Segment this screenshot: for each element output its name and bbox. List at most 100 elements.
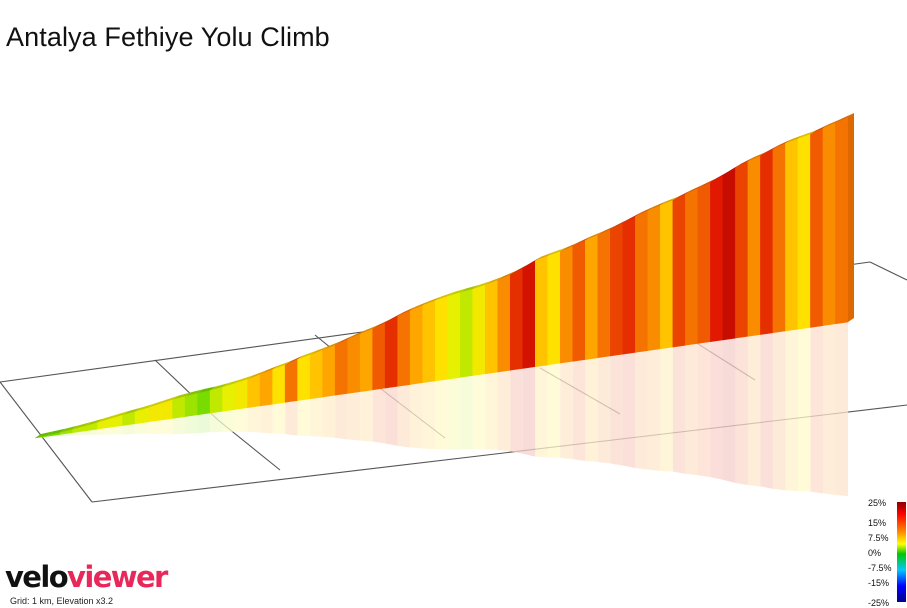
reflection-segment — [522, 366, 536, 457]
reflection-segment — [335, 393, 348, 440]
top-edge-segment — [772, 139, 792, 150]
top-edge-segment — [310, 346, 329, 355]
top-edge-segment — [472, 280, 492, 289]
reflection-segment — [347, 391, 361, 441]
profile-segment — [422, 300, 436, 384]
top-edge-segment — [297, 350, 317, 360]
reflection-segment — [160, 418, 173, 435]
reflection-segment — [822, 323, 836, 495]
reflection-segment — [535, 364, 548, 458]
reflection-segment — [660, 346, 673, 472]
top-edge-segment — [497, 270, 517, 281]
veloviewer-logo: veloviewer — [5, 560, 168, 594]
profile-segment — [697, 181, 711, 344]
profile-segment — [222, 382, 236, 412]
reflection-segment — [685, 343, 698, 476]
reflection-segment — [747, 334, 761, 487]
top-edge-segment — [835, 113, 854, 123]
top-edge-segment — [35, 431, 54, 438]
top-edge-segment — [285, 355, 304, 365]
profile-end-face — [848, 113, 854, 322]
profile-segment — [710, 174, 724, 342]
profile-segment — [785, 138, 799, 332]
profile-segment — [522, 260, 536, 369]
top-edge-segment — [622, 212, 642, 223]
top-edge-segment — [397, 306, 417, 317]
reflection-segment — [210, 411, 223, 433]
top-edge-segment — [672, 189, 692, 201]
top-edge-segment — [610, 218, 629, 230]
top-edge-segment — [385, 312, 404, 323]
reflection-segment — [222, 409, 236, 432]
top-edge-segment — [760, 145, 779, 156]
top-edge-segment — [447, 288, 467, 297]
reflection-segment — [772, 330, 786, 491]
profile-segment — [484, 279, 499, 375]
top-edge-segment — [160, 395, 179, 404]
reflection-segment — [260, 404, 273, 434]
profile-segment — [572, 239, 586, 362]
reflection-segment — [722, 338, 736, 484]
top-edge-segment — [735, 157, 754, 168]
reflection-segment — [272, 402, 286, 435]
profile-reflection — [35, 322, 848, 497]
reflection-segment — [785, 329, 798, 492]
top-edge-segment — [247, 370, 267, 380]
profile-segment — [372, 322, 386, 391]
profile-segment — [772, 142, 786, 334]
profile-segment — [822, 122, 836, 326]
reflection-segment — [797, 327, 811, 492]
profile-segment — [284, 358, 298, 403]
reflection-segment — [510, 368, 523, 454]
legend-label-neg-25: -25% — [868, 598, 890, 608]
reflection-segment — [122, 423, 136, 435]
top-edge-segment — [60, 425, 79, 433]
top-edge-segment — [685, 184, 704, 194]
top-edge-segment — [172, 392, 192, 400]
profile-segment — [722, 166, 736, 341]
reflection-segment — [397, 384, 411, 448]
top-edge-segment — [660, 196, 679, 206]
reflection-segment — [472, 373, 486, 450]
top-edge-segment — [697, 178, 717, 189]
top-edge-segment — [485, 276, 504, 285]
top-edge-segment — [535, 251, 554, 261]
profile-segment — [272, 364, 286, 405]
reflection-segment — [135, 421, 148, 435]
reflection-segment — [372, 388, 386, 444]
reflection-segment — [297, 398, 311, 437]
top-edge-segment — [85, 418, 104, 426]
profile-segment — [347, 333, 361, 394]
profile-segment — [810, 127, 824, 328]
profile-segment — [685, 187, 699, 346]
top-edge-segment — [210, 382, 229, 391]
profile-segment — [359, 328, 374, 392]
profile-segment — [297, 354, 311, 401]
reflection-segment — [172, 416, 186, 435]
top-edge-segment — [147, 399, 167, 408]
top-edge-segment — [510, 264, 529, 275]
top-edge-segment — [822, 118, 842, 129]
profile-segment — [334, 338, 348, 396]
profile-segment — [234, 378, 248, 410]
top-edge-segment — [347, 329, 367, 340]
profile-segment — [184, 392, 198, 417]
reflection-segment — [285, 400, 298, 436]
top-edge-segment — [435, 292, 454, 301]
top-edge-segment — [810, 124, 829, 135]
top-edge-segment — [710, 171, 729, 183]
reflection-segment — [110, 425, 123, 435]
reflection-segment — [835, 322, 848, 497]
reflection-segment — [497, 370, 511, 452]
reflection-segment — [760, 332, 773, 489]
reflection-segment — [622, 352, 636, 469]
profile-segment — [735, 160, 749, 339]
reflection-segment — [60, 432, 73, 437]
reflection-segment — [485, 371, 498, 451]
reflection-segment — [597, 355, 611, 464]
top-edge-segment — [522, 256, 542, 269]
top-edge-segment — [647, 201, 667, 211]
top-edge-segment — [222, 379, 242, 387]
reflection-segment — [310, 396, 323, 437]
